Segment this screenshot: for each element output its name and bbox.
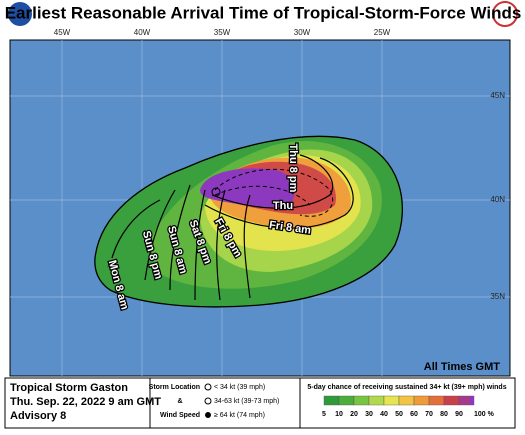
noaa-logo: [8, 2, 32, 26]
lat-label: 35N: [490, 292, 505, 301]
scale-label: 20: [350, 411, 358, 418]
scale-label: 70: [425, 411, 433, 418]
scale-swatch: [470, 396, 474, 405]
nws-logo: [492, 1, 518, 27]
color-scale: 5 10 20 30 40 50 60 70 80 90 100 %: [322, 395, 495, 418]
symbol-heading: Storm Location: [149, 384, 200, 391]
scale-label: 80: [440, 411, 448, 418]
symbol-label: 34-63 kt (39-73 mph): [214, 398, 279, 405]
scale-label: 30: [365, 411, 373, 418]
scale-swatch: [443, 395, 460, 406]
scale-label: 90: [455, 411, 463, 418]
advisory-date: Thu. Sep. 22, 2022 9 am GMT: [10, 396, 161, 408]
lon-label: 35W: [214, 28, 231, 37]
lon-label: 45W: [54, 28, 71, 37]
title: Earliest Reasonable Arrival Time of Trop…: [5, 3, 522, 22]
arrival-contours: [111, 154, 354, 301]
lat-label: 40N: [490, 195, 505, 204]
scale-swatch: [368, 395, 385, 406]
scale-label: 10: [335, 411, 343, 418]
scale-label: 60: [410, 411, 418, 418]
scale-swatch: [338, 395, 355, 406]
symbol-heading: Wind Speed: [160, 412, 200, 419]
lon-label: 25W: [374, 28, 391, 37]
contour-label: Thu: [273, 200, 293, 212]
lat-label: 45N: [490, 91, 505, 100]
symbol: [204, 397, 212, 405]
symbol-heading: &: [177, 398, 182, 405]
scale-label: 100 %: [474, 411, 495, 418]
scale-swatch: [323, 395, 340, 406]
scale-swatch: [428, 395, 445, 406]
symbol-label: < 34 kt (39 mph): [214, 384, 265, 391]
lon-label: 30W: [294, 28, 311, 37]
scale-label: 50: [395, 411, 403, 418]
storm-position: [211, 187, 221, 197]
symbol-label: ≥ 64 kt (74 mph): [214, 412, 265, 419]
storm-name: Tropical Storm Gaston: [10, 382, 128, 394]
scale-label: 40: [380, 411, 388, 418]
scale-label: 5: [322, 411, 326, 418]
scale-swatch: [383, 395, 400, 406]
lon-label: 40W: [134, 28, 151, 37]
symbol: [204, 383, 212, 391]
advisory-number: Advisory 8: [10, 410, 66, 422]
scale-swatch: [413, 395, 430, 406]
time-note: All Times GMT: [424, 361, 500, 373]
scale-title: 5-day chance of receiving sustained 34+ …: [307, 384, 506, 391]
track-cone: [214, 168, 334, 217]
scale-swatch: [398, 395, 415, 406]
scale-swatch: [353, 395, 370, 406]
symbol: [205, 412, 211, 418]
contour-label: Thu 8 pm: [287, 144, 299, 193]
